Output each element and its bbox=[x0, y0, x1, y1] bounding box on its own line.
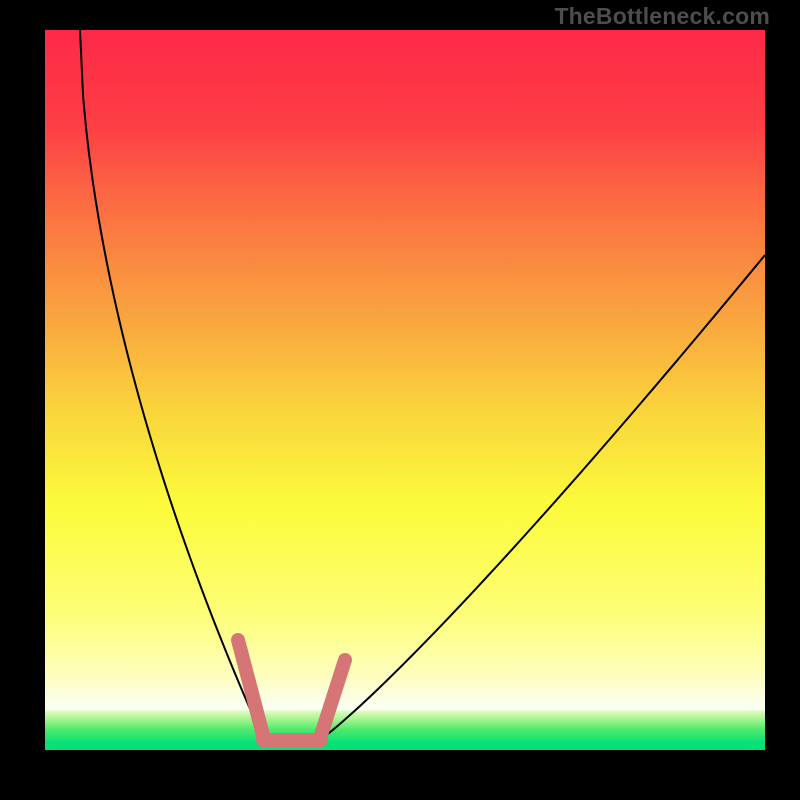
bottleneck-curve bbox=[80, 30, 765, 743]
watermark-text: TheBottleneck.com bbox=[554, 3, 770, 30]
chart-overlay-svg bbox=[0, 0, 800, 800]
